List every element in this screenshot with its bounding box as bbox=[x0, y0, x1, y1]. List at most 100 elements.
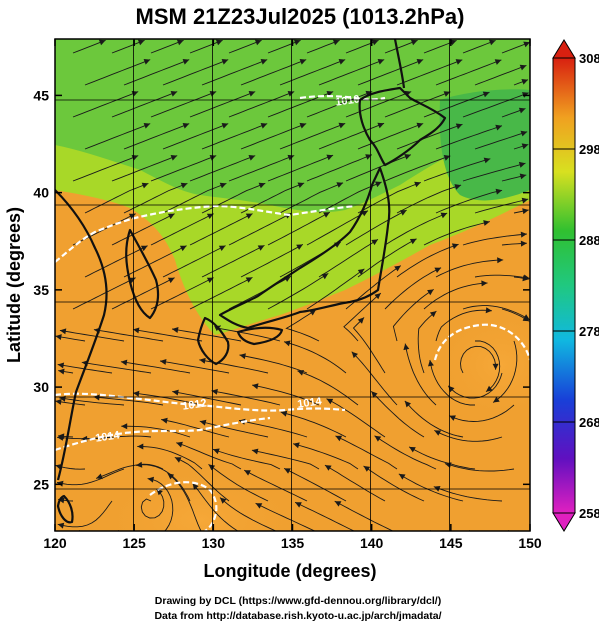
streamline bbox=[150, 213, 214, 246]
streamline-arrow bbox=[57, 522, 65, 529]
streamline bbox=[123, 123, 190, 150]
streamline bbox=[162, 123, 229, 150]
streamline bbox=[137, 446, 203, 470]
colorbar-tick-label: 308 bbox=[579, 51, 599, 66]
streamline bbox=[123, 245, 187, 278]
streamline-arrow bbox=[167, 277, 175, 284]
streamline-arrow bbox=[143, 59, 151, 65]
x-tick-label: 150 bbox=[518, 535, 542, 551]
streamline-arrow bbox=[523, 41, 530, 48]
colorbar-top-arrow bbox=[552, 39, 576, 59]
streamline bbox=[279, 182, 344, 214]
streamline bbox=[306, 210, 369, 246]
streamline bbox=[150, 277, 214, 310]
streamline-arrow bbox=[293, 442, 300, 449]
streamline bbox=[84, 245, 148, 278]
streamline bbox=[294, 501, 355, 531]
streamline bbox=[121, 425, 191, 438]
streamline bbox=[351, 351, 398, 406]
streamline-arrow bbox=[213, 448, 220, 455]
streamline bbox=[474, 64, 527, 86]
isobars: 1010 1012 1014 1014 bbox=[55, 93, 530, 531]
streamline-arrow bbox=[120, 359, 128, 366]
streamline-arrow bbox=[252, 383, 259, 390]
streamline bbox=[474, 131, 528, 150]
streamline bbox=[93, 396, 164, 406]
streamline-arrow bbox=[57, 434, 64, 441]
streamline-arrow bbox=[296, 244, 303, 250]
streamline-arrow bbox=[332, 39, 340, 46]
streamline-arrow bbox=[128, 213, 136, 220]
streamline-arrow bbox=[128, 277, 136, 284]
streamline-arrow bbox=[492, 363, 499, 370]
streamline bbox=[306, 154, 373, 182]
streamline-arrow bbox=[98, 39, 106, 46]
streamline-arrow bbox=[140, 245, 148, 252]
streamline bbox=[435, 259, 504, 278]
streamline bbox=[57, 500, 113, 528]
streamline-arrow bbox=[495, 124, 502, 131]
streamline bbox=[433, 486, 503, 502]
streamline bbox=[435, 309, 492, 342]
streamline-arrow bbox=[174, 457, 182, 463]
streamline bbox=[189, 91, 256, 118]
streamline bbox=[255, 502, 316, 531]
streamline-arrow bbox=[371, 39, 379, 46]
streamline-arrow bbox=[521, 79, 528, 85]
streamline-arrow bbox=[522, 275, 529, 282]
streamline bbox=[343, 292, 382, 342]
streamline-arrow bbox=[351, 351, 358, 359]
streamline bbox=[306, 268, 365, 310]
streamline bbox=[189, 155, 256, 182]
streamline bbox=[324, 464, 386, 502]
streamline bbox=[345, 154, 412, 182]
y-tick-label: 45 bbox=[33, 87, 49, 103]
colorbar-tick-label: 258 bbox=[579, 506, 599, 521]
map-title: MSM 21Z23Jul2025 (1013.2hPa) bbox=[136, 4, 465, 29]
streamline bbox=[111, 91, 178, 118]
streamline-arrow bbox=[486, 385, 493, 392]
streamline bbox=[474, 198, 529, 214]
streamline-arrow bbox=[520, 240, 527, 247]
streamline bbox=[292, 443, 359, 470]
streamline-arrow bbox=[161, 417, 168, 424]
streamline bbox=[172, 391, 242, 406]
streamline bbox=[147, 478, 174, 531]
x-tick-label: 145 bbox=[439, 535, 463, 551]
streamline-arrow bbox=[143, 123, 151, 129]
x-tick-label: 130 bbox=[202, 535, 226, 551]
streamline-arrow bbox=[255, 503, 263, 509]
streamline-arrow bbox=[495, 188, 503, 195]
streamline bbox=[162, 59, 229, 86]
streamline-arrow bbox=[519, 64, 527, 71]
isobar-line bbox=[299, 95, 386, 101]
streamline-arrow bbox=[450, 39, 457, 46]
streamline-arrow bbox=[494, 59, 502, 65]
streamline-arrow bbox=[208, 464, 216, 471]
streamline bbox=[326, 398, 386, 438]
streamline bbox=[449, 404, 515, 422]
streamline bbox=[219, 497, 277, 531]
streamline-arrow bbox=[326, 154, 334, 161]
streamline bbox=[434, 429, 503, 442]
streamline-arrow bbox=[334, 501, 342, 507]
streamline-arrow bbox=[280, 410, 288, 417]
coast-sakhalin bbox=[393, 39, 406, 89]
streamline bbox=[345, 209, 407, 246]
streamline bbox=[384, 155, 451, 182]
streamline bbox=[474, 274, 530, 279]
streamline bbox=[72, 277, 136, 310]
streamline bbox=[283, 341, 347, 374]
streamline-arrow bbox=[518, 107, 526, 114]
streamline bbox=[135, 464, 191, 502]
field-cool bbox=[55, 39, 530, 213]
streamline-arrow bbox=[338, 59, 346, 65]
streamline bbox=[408, 446, 476, 470]
streamline bbox=[93, 329, 164, 342]
streamline bbox=[279, 122, 346, 150]
streamline bbox=[280, 411, 347, 438]
streamline-arrow bbox=[335, 435, 343, 442]
streamline-arrow bbox=[287, 91, 295, 97]
streamline-arrow bbox=[170, 91, 178, 97]
streamline-arrow bbox=[248, 155, 256, 161]
